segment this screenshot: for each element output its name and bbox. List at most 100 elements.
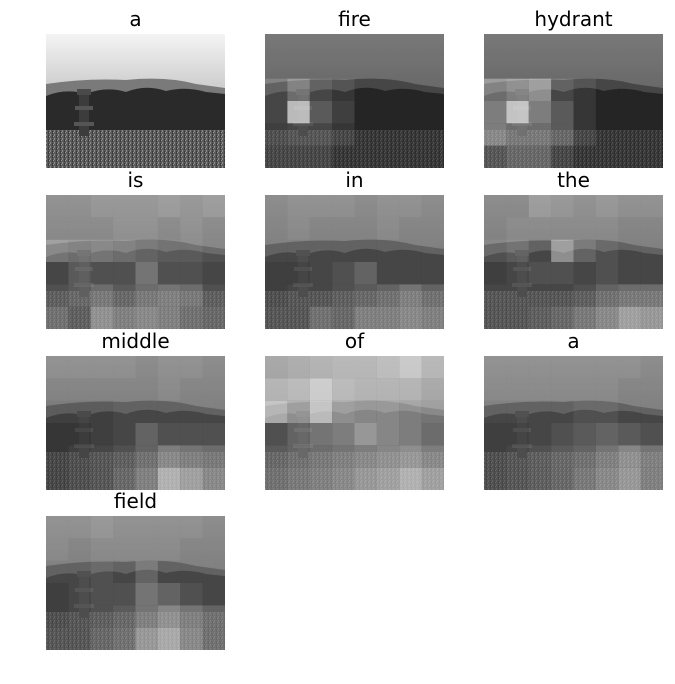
attention-cell xyxy=(506,423,529,446)
attention-cell xyxy=(573,195,596,218)
attention-cell xyxy=(640,123,663,146)
attention-cell xyxy=(46,378,69,401)
attention-cell xyxy=(618,423,641,446)
attention-cell xyxy=(332,239,355,262)
attention-cell xyxy=(376,101,400,124)
attention-cell xyxy=(287,378,310,401)
attention-cell xyxy=(506,78,529,101)
attention-cell xyxy=(46,516,69,539)
panel-image xyxy=(265,34,444,168)
attention-cell xyxy=(618,101,641,124)
attention-map-panel xyxy=(484,195,663,329)
attention-cell xyxy=(354,400,377,423)
attention-cell xyxy=(421,356,444,379)
attention-cell xyxy=(202,239,225,262)
attention-cell xyxy=(551,356,574,379)
attention-cell xyxy=(202,627,225,650)
attention-cell xyxy=(46,467,69,490)
attention-cell xyxy=(135,605,158,628)
attention-cell xyxy=(640,356,663,379)
attention-cell xyxy=(618,378,641,401)
attention-cell xyxy=(113,400,136,423)
attention-cell xyxy=(376,445,400,468)
attention-cell xyxy=(528,145,552,168)
attention-cell xyxy=(68,583,91,606)
attention-cell xyxy=(113,516,136,539)
attention-cell xyxy=(180,627,203,650)
attention-cell xyxy=(287,34,310,57)
attention-cell xyxy=(202,306,225,329)
attention-cell xyxy=(113,538,136,561)
attention-cell xyxy=(640,78,663,101)
attention-cell xyxy=(484,378,507,401)
attention-cell xyxy=(640,217,663,240)
attention-cell xyxy=(618,239,641,262)
attention-cell xyxy=(309,239,333,262)
attention-cell xyxy=(421,195,444,218)
attention-cell xyxy=(399,34,422,57)
attention-cell xyxy=(332,262,355,285)
attention-cell xyxy=(551,195,574,218)
attention-cell xyxy=(595,34,619,57)
attention-cell xyxy=(113,378,136,401)
attention-map-panel xyxy=(46,195,225,329)
attention-cell xyxy=(573,445,596,468)
attention-cell xyxy=(399,423,422,446)
attention-cell xyxy=(332,445,355,468)
attention-cell xyxy=(618,356,641,379)
attention-cell xyxy=(506,239,529,262)
attention-cell xyxy=(506,56,529,79)
attention-cell xyxy=(265,101,288,124)
attention-cell xyxy=(484,445,507,468)
attention-cell xyxy=(309,400,333,423)
attention-cell xyxy=(287,195,310,218)
attention-cell xyxy=(180,516,203,539)
attention-cell xyxy=(618,145,641,168)
attention-cell xyxy=(640,195,663,218)
attention-cell xyxy=(46,217,69,240)
attention-cell xyxy=(46,605,69,628)
attention-cell xyxy=(68,516,91,539)
attention-cell xyxy=(484,356,507,379)
attention-cell xyxy=(506,467,529,490)
attention-cell xyxy=(595,423,619,446)
attention-cell xyxy=(180,423,203,446)
attention-cell xyxy=(595,56,619,79)
attention-cell xyxy=(113,284,136,307)
attention-cell xyxy=(135,627,158,650)
attention-cell xyxy=(113,262,136,285)
attention-cell xyxy=(202,445,225,468)
attention-cell xyxy=(573,239,596,262)
attention-cell xyxy=(68,538,91,561)
attention-cell xyxy=(506,284,529,307)
attention-cell xyxy=(68,400,91,423)
attention-cell xyxy=(46,583,69,606)
attention-cell xyxy=(265,284,288,307)
attention-cell xyxy=(265,239,288,262)
attention-cell xyxy=(618,78,641,101)
panel-image xyxy=(484,34,663,168)
attention-cell xyxy=(573,423,596,446)
attention-cell xyxy=(595,284,619,307)
attention-cell xyxy=(180,445,203,468)
attention-cell xyxy=(287,423,310,446)
attention-cell xyxy=(421,445,444,468)
attention-cell xyxy=(180,356,203,379)
attention-cell xyxy=(640,400,663,423)
attention-cell xyxy=(202,400,225,423)
attention-cell xyxy=(354,101,377,124)
attention-cell xyxy=(157,356,181,379)
attention-cell xyxy=(376,239,400,262)
attention-cell xyxy=(332,356,355,379)
panel-image xyxy=(46,356,225,490)
attention-cell xyxy=(484,56,507,79)
attention-cell xyxy=(265,262,288,285)
attention-cell xyxy=(484,284,507,307)
attention-cell xyxy=(376,284,400,307)
attention-cell xyxy=(202,217,225,240)
attention-cell xyxy=(46,284,69,307)
attention-cell xyxy=(46,445,69,468)
attention-cell xyxy=(157,467,181,490)
attention-cell xyxy=(551,284,574,307)
attention-cell xyxy=(68,262,91,285)
